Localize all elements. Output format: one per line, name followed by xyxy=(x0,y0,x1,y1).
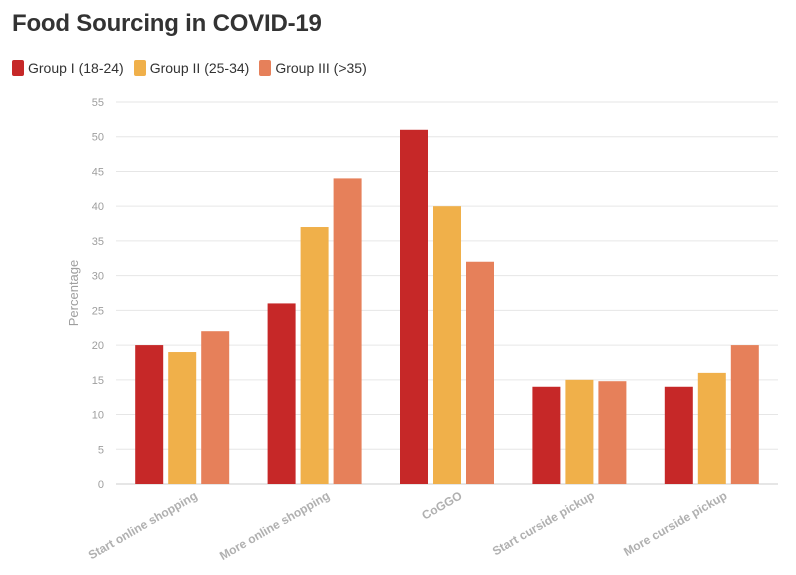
bar-3-5[interactable] xyxy=(730,345,759,484)
bar-2-5[interactable] xyxy=(697,372,726,484)
legend-label-group-2: Group II (25-34) xyxy=(149,60,250,76)
y-axis-title: Percentage xyxy=(66,260,81,327)
legend-label-group-1: Group I (18-24) xyxy=(28,60,124,76)
bar-1-4[interactable] xyxy=(532,386,561,484)
y-tick-label: 40 xyxy=(92,201,104,213)
bar-3-3[interactable] xyxy=(466,261,494,484)
y-tick-label: 0 xyxy=(98,479,104,491)
x-category-label: Start online shopping xyxy=(86,488,200,562)
legend-item-group-3[interactable]: Group III (>35) xyxy=(259,60,367,76)
x-category-label: More online shopping xyxy=(217,488,332,562)
bar-1-5[interactable] xyxy=(664,386,693,484)
y-tick-label: 45 xyxy=(92,166,104,178)
y-tick-label: 10 xyxy=(92,410,104,422)
bar-2-2[interactable] xyxy=(300,227,329,484)
legend-swatch-group-2 xyxy=(133,60,146,76)
x-category-label: CoGGO xyxy=(419,488,464,522)
legend-swatch-group-3 xyxy=(259,60,272,76)
bar-1-2[interactable] xyxy=(267,303,296,484)
bar-2-1[interactable] xyxy=(168,352,197,484)
legend-item-group-1[interactable]: Group I (18-24) xyxy=(12,60,124,76)
bar-2-4[interactable] xyxy=(565,379,594,484)
y-tick-label: 50 xyxy=(92,132,104,144)
legend-item-group-2[interactable]: Group II (25-34) xyxy=(133,60,250,76)
bar-1-3[interactable] xyxy=(400,129,428,485)
legend-label-group-3: Group III (>35) xyxy=(275,60,367,76)
x-category-label: Start curside pickup xyxy=(490,488,597,558)
y-tick-label: 25 xyxy=(92,305,104,317)
bar-1-1[interactable] xyxy=(135,345,164,484)
y-tick-label: 20 xyxy=(92,340,104,352)
y-tick-label: 55 xyxy=(92,97,104,109)
y-tick-label: 30 xyxy=(92,271,104,283)
y-tick-label: 15 xyxy=(92,375,104,387)
bar-3-4[interactable] xyxy=(598,381,627,484)
bar-3-1[interactable] xyxy=(201,331,230,484)
legend-swatch-group-1 xyxy=(12,60,24,76)
bar-3-2[interactable] xyxy=(333,178,362,484)
x-category-label: More curside pickup xyxy=(621,488,729,558)
chart-title: Food Sourcing in COVID-19 xyxy=(12,10,322,37)
bar-2-3[interactable] xyxy=(433,206,461,484)
y-tick-label: 35 xyxy=(92,236,104,248)
y-tick-label: 5 xyxy=(98,444,104,456)
chart-legend: Group I (18-24) Group II (25-34) Group I… xyxy=(12,60,367,76)
